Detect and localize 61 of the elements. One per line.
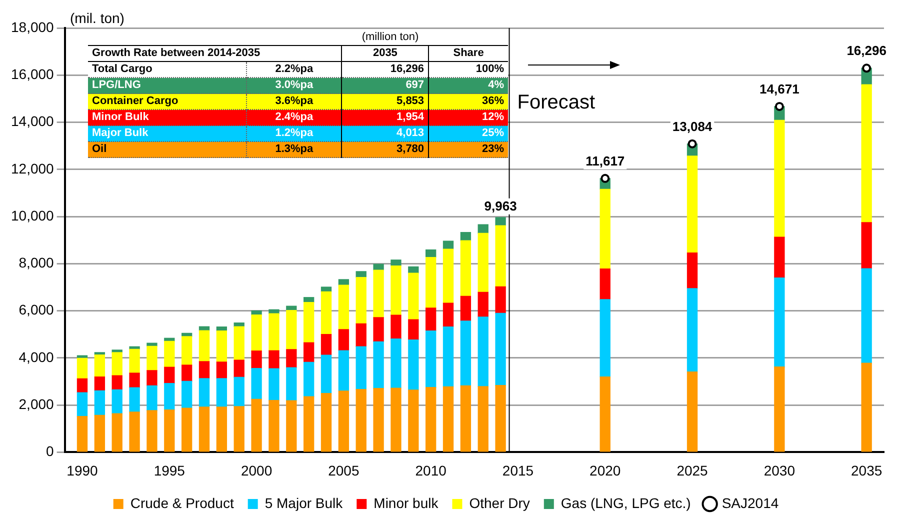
x-tick-label: 2030: [764, 462, 796, 478]
x-tick-label: 2015: [502, 462, 534, 478]
total-label: 14,671: [760, 82, 800, 97]
annotation: 1,954: [342, 110, 429, 126]
x-tick-label: 2000: [240, 462, 272, 478]
y-tick-label: 2,000: [18, 396, 54, 412]
annotation: 25%: [428, 126, 508, 142]
y-tick-label: 10,000: [10, 207, 54, 224]
annotation: 2.2%pa: [246, 62, 342, 78]
annotation: 100%: [428, 62, 508, 78]
annotation: 23%: [428, 142, 508, 158]
x-tick-label: 2010: [415, 462, 447, 478]
annotation: (million ton): [360, 30, 420, 45]
x-tick-label: 2020: [590, 462, 621, 478]
legend-label: SAJ2014: [722, 494, 779, 511]
annotation: 2035: [342, 46, 429, 62]
y-tick-label: 18,000: [10, 18, 54, 35]
y-tick-label: 14,000: [10, 113, 54, 130]
annotation: 3.6%pa: [246, 94, 342, 110]
total-label: 11,617: [586, 154, 625, 169]
y-tick-label: 0: [46, 443, 54, 460]
y-tick-label: 16,000: [10, 66, 54, 82]
ref-line-label: Forecast: [517, 92, 596, 114]
legend-label: Other Dry: [469, 494, 530, 511]
annotation: Total Cargo: [91, 62, 154, 77]
y-tick-label: 12,000: [10, 160, 54, 176]
annotation: 12%: [428, 110, 508, 126]
y-tick-label: 6,000: [18, 302, 54, 318]
annotation: Major Bulk: [91, 126, 150, 141]
x-tick-label: 2025: [676, 462, 708, 478]
y-tick-label: 8,000: [18, 254, 54, 271]
annotation: 36%: [428, 94, 508, 110]
legend-label: Gas (LNG, LPG etc.): [560, 494, 691, 511]
y-axis-title: (mil. ton): [70, 10, 124, 26]
annotation: Oil: [91, 142, 108, 157]
annotation: 5,853: [342, 94, 429, 110]
total-label: 9,963: [484, 198, 517, 214]
total-label: 16,296: [846, 43, 886, 58]
annotation: 1.3%pa: [246, 142, 342, 158]
legend-label: Minor bulk: [374, 494, 440, 511]
annotation: 4,013: [342, 126, 429, 142]
annotation: LPG/LNG: [91, 78, 142, 93]
annotation: Growth Rate between 2014-2035: [91, 46, 262, 61]
annotation: 697: [342, 78, 429, 94]
annotation: 2.4%pa: [246, 110, 342, 126]
total-label: 13,084: [672, 118, 713, 134]
annotation: Container Cargo: [91, 94, 180, 109]
annotation: 3.0%pa: [246, 78, 342, 94]
annotation: 3,780: [342, 142, 429, 158]
annotation: 1.2%pa: [246, 126, 342, 142]
x-tick-label: 2035: [850, 462, 882, 478]
legend-label: 5 Major Bulk: [264, 494, 344, 511]
annotation: 4%: [428, 78, 508, 94]
y-tick-label: 4,000: [18, 348, 54, 365]
annotation: Share: [428, 46, 508, 62]
annotation: 16,296: [342, 62, 429, 78]
x-tick-label: 1990: [66, 462, 98, 478]
legend-label: Crude & Product: [130, 494, 234, 511]
annotation: Minor Bulk: [91, 110, 150, 125]
x-tick-label: 1995: [154, 462, 186, 478]
x-tick-label: 2005: [328, 462, 360, 478]
